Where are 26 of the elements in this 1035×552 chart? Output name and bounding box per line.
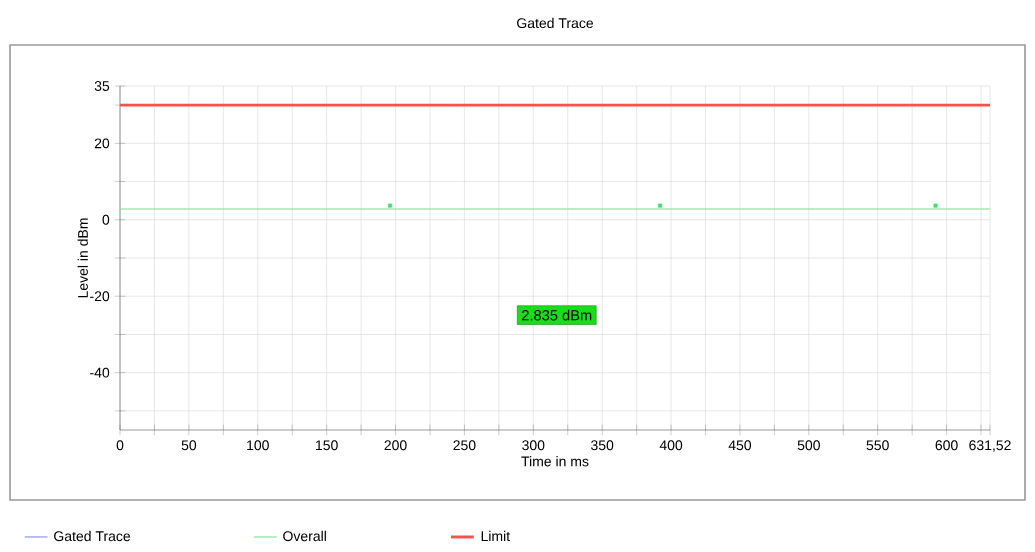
x-tick-label: 450 xyxy=(728,440,752,451)
x-tick-label: 0 xyxy=(116,440,124,451)
x-tick-label: 350 xyxy=(591,440,614,451)
x-tick-label: 200 xyxy=(384,440,407,451)
y-tick-label: -20 xyxy=(90,291,110,302)
y-tick-label: 0 xyxy=(102,214,110,225)
x-tick-label: 300 xyxy=(522,440,545,451)
chart-title: Gated Trace xyxy=(517,17,594,29)
x-tick-label: 150 xyxy=(316,440,338,451)
legend-label: Limit xyxy=(481,530,510,542)
x-tick-label: 100 xyxy=(247,440,269,451)
y-axis-title: Level in dBm xyxy=(77,218,88,298)
x-tick-label: 500 xyxy=(797,440,820,451)
legend-label: Gated Trace xyxy=(54,530,131,542)
y-tick-label: 20 xyxy=(94,138,110,149)
x-tick-label: 600 xyxy=(935,440,958,451)
y-tick-label: 35 xyxy=(94,81,110,91)
x-axis-title: Time in ms xyxy=(521,456,589,467)
y-tick-label: -40 xyxy=(90,367,110,378)
x-tick-label: 400 xyxy=(659,440,683,451)
legend-label: Overall xyxy=(283,530,326,542)
x-tick-label: 550 xyxy=(866,440,889,451)
x-tick-label: 631,52 xyxy=(969,440,1011,452)
annotation: 2.835 dBm xyxy=(522,309,592,321)
x-tick-label: 50 xyxy=(181,440,197,451)
x-tick-label: 250 xyxy=(453,440,476,451)
